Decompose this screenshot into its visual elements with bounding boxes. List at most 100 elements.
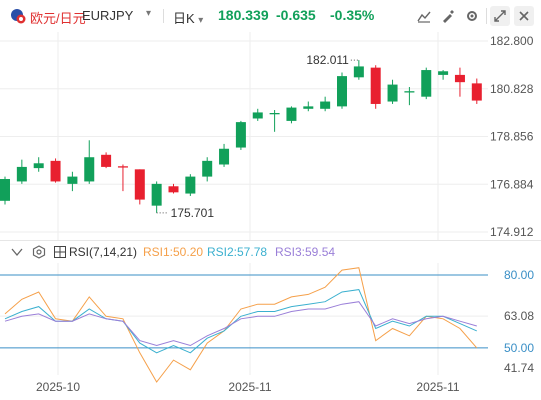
candle[interactable]: [16, 159, 27, 184]
candle-body: [84, 157, 95, 182]
candle[interactable]: [202, 157, 213, 182]
candle-body: [252, 112, 263, 119]
rsi-y-tick-label: 63.08: [504, 309, 534, 323]
separator: [486, 8, 487, 24]
candle-body: [134, 169, 145, 200]
candle[interactable]: [168, 183, 179, 194]
indicator-settings-icon[interactable]: [32, 245, 46, 262]
rsi-series-rsi2: [4, 289, 477, 354]
candle-body: [67, 176, 78, 184]
candle-body: [471, 83, 482, 101]
candle[interactable]: [84, 140, 95, 184]
candle-body: [454, 74, 465, 83]
rsi-title[interactable]: RSI(7,14,21): [69, 245, 138, 259]
rsi-series-rsi3: [4, 301, 477, 347]
candle[interactable]: [151, 181, 162, 213]
candle-body: [168, 186, 179, 193]
candle[interactable]: [320, 96, 331, 112]
candle-body: [235, 122, 246, 148]
candle-body: [50, 160, 61, 182]
x-tick-label: 2025-11: [228, 380, 271, 394]
candle-body: [320, 101, 331, 109]
candle[interactable]: [421, 67, 432, 100]
pair-dropdown-icon[interactable]: ▾: [146, 8, 152, 19]
timeframe-label: 日K: [173, 11, 195, 26]
candle[interactable]: [404, 87, 415, 106]
candle[interactable]: [252, 108, 263, 121]
y-tick-label: 174.912: [490, 225, 534, 239]
candle-body: [370, 67, 381, 104]
x-tick-label: 2025-10: [36, 380, 80, 394]
draw-icon[interactable]: [414, 6, 434, 26]
candle-body: [33, 163, 44, 169]
candle[interactable]: [134, 169, 145, 205]
candle[interactable]: [185, 174, 196, 196]
pair-code[interactable]: EURJPY: [82, 8, 134, 23]
price-change: -0.635: [276, 7, 316, 23]
candle[interactable]: [353, 60, 364, 80]
y-tick-label: 176.884: [490, 177, 534, 191]
candle-body: [185, 176, 196, 194]
pair-name[interactable]: 欧元/日元: [30, 11, 86, 26]
candle[interactable]: [67, 171, 78, 192]
rsi-icon: [54, 246, 66, 261]
separator: [163, 9, 164, 23]
rsi-chart[interactable]: 80.00 63.08 50.00 41.74 2025-10 2025-11 2025-1…: [0, 263, 541, 400]
candle[interactable]: [117, 164, 128, 192]
rsi-y-tick-label: 50.00: [504, 341, 534, 355]
candle[interactable]: [337, 72, 347, 109]
candle-body: [101, 154, 112, 167]
candle-body: [353, 66, 364, 78]
compare-icon[interactable]: [490, 6, 510, 26]
candle[interactable]: [303, 101, 314, 112]
collapse-icon[interactable]: [514, 6, 534, 26]
candle[interactable]: [454, 67, 465, 97]
candle[interactable]: [33, 157, 44, 172]
candle-body: [0, 179, 10, 201]
y-tick-label: 180.828: [490, 82, 534, 96]
currency-flag-icon: [10, 8, 26, 24]
candle-body: [303, 106, 314, 109]
candle[interactable]: [235, 120, 246, 150]
y-tick-label: 182.800: [490, 34, 534, 48]
rsi2-value: RSI2:57.78: [207, 245, 268, 259]
candle[interactable]: [219, 143, 230, 167]
indicator-icon[interactable]: [438, 6, 458, 26]
candle-body: [387, 84, 398, 102]
rsi1-value: RSI1:50.20: [143, 245, 204, 259]
candle[interactable]: [0, 176, 10, 205]
current-price: 180.339: [218, 7, 269, 23]
candle[interactable]: [387, 79, 398, 104]
candle[interactable]: [438, 70, 449, 80]
price-change-percent: -0.35%: [330, 7, 375, 23]
high-label: 182.011: [306, 53, 349, 67]
candle[interactable]: [269, 110, 280, 132]
rsi-y-tick-label: 80.00: [504, 268, 534, 282]
y-tick-label: 178.856: [490, 130, 534, 144]
candle[interactable]: [286, 106, 297, 124]
candle-body: [202, 160, 213, 177]
candle-body: [219, 148, 230, 165]
candle-body: [16, 166, 27, 182]
pane-divider[interactable]: [0, 240, 541, 241]
rsi-series-rsi1: [4, 267, 478, 383]
rsi-y-tick-label: 41.74: [504, 361, 534, 375]
candle-body: [286, 107, 297, 121]
candle-body: [151, 183, 162, 206]
rsi3-value: RSI3:59.54: [275, 245, 336, 259]
collapse-arrow-icon[interactable]: [10, 245, 24, 262]
header-bar: 欧元/日元 EURJPY ▾ 日K ▾ 180.339 -0.635 -0.35…: [0, 0, 541, 32]
candle[interactable]: [370, 65, 381, 109]
candlestick-chart[interactable]: 182.800 180.828 178.856 176.884 174.912 182.0…: [0, 32, 541, 240]
candle-body: [438, 71, 449, 75]
candle[interactable]: [50, 158, 61, 183]
timeframe-dropdown-icon: ▾: [198, 15, 204, 26]
x-tick-label: 2025-11: [416, 380, 459, 394]
low-label: 175.701: [171, 206, 215, 220]
settings-icon[interactable]: [462, 6, 482, 26]
candle[interactable]: [101, 152, 112, 169]
candle[interactable]: [471, 78, 482, 104]
candle-body: [337, 76, 347, 107]
timeframe-select[interactable]: 日K ▾: [173, 8, 203, 27]
